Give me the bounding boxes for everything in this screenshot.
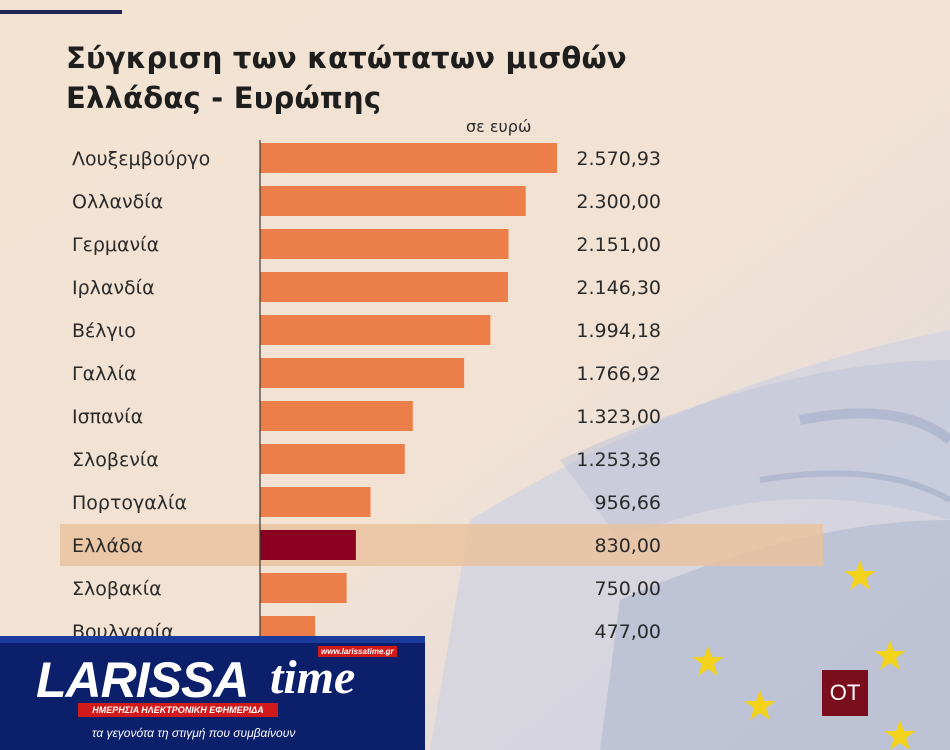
bar bbox=[260, 444, 405, 474]
category-label: Ελλάδα bbox=[72, 535, 143, 557]
banner-url: www.larissatime.gr bbox=[318, 646, 397, 657]
bar bbox=[260, 143, 557, 173]
bar bbox=[260, 401, 413, 431]
banner-slogan: τα γεγονότα τη στιγμή που συμβαίνουν bbox=[92, 726, 296, 740]
value-label: 477,00 bbox=[595, 621, 661, 643]
larissatime-banner: LARISSA time www.larissatime.gr ΗΜΕΡΗΣΙΑ… bbox=[0, 636, 425, 750]
value-label: 2.300,00 bbox=[576, 191, 661, 213]
category-label: Λουξεμβούργο bbox=[72, 148, 210, 170]
banner-top-stripe bbox=[0, 636, 425, 643]
ot-logo-badge: ΟΤ bbox=[822, 670, 868, 716]
bar bbox=[260, 530, 356, 560]
category-label: Ισπανία bbox=[72, 406, 143, 428]
value-label: 1.994,18 bbox=[576, 320, 661, 342]
category-label: Σλοβακία bbox=[72, 578, 162, 600]
value-label: 830,00 bbox=[595, 535, 661, 557]
chart-title: Σύγκριση των κατώτατων μισθών Ελλάδας - … bbox=[66, 38, 766, 118]
logo-larissa: LARISSA bbox=[36, 652, 249, 708]
top-accent-line bbox=[0, 10, 122, 14]
logo-time: time bbox=[270, 651, 356, 704]
value-label: 2.146,30 bbox=[576, 277, 661, 299]
category-label: Ιρλανδία bbox=[72, 277, 155, 299]
eu-stars bbox=[692, 560, 916, 750]
category-label: Γερμανία bbox=[72, 234, 159, 256]
category-label: Γαλλία bbox=[72, 363, 137, 385]
bar bbox=[260, 487, 371, 517]
bar bbox=[260, 272, 508, 302]
category-label: Πορτογαλία bbox=[72, 492, 187, 514]
highlight-row-band bbox=[60, 524, 823, 566]
value-label: 1.323,00 bbox=[576, 406, 661, 428]
value-label: 956,66 bbox=[595, 492, 661, 514]
banner-tagline: ΗΜΕΡΗΣΙΑ ΗΛΕΚΤΡΟΝΙΚΗ ΕΦΗΜΕΡΙΔΑ bbox=[78, 703, 278, 717]
value-label: 1.766,92 bbox=[576, 363, 661, 385]
category-label: Ολλανδία bbox=[72, 191, 163, 213]
bar bbox=[260, 186, 526, 216]
bar bbox=[260, 358, 465, 388]
unit-label: σε ευρώ bbox=[466, 117, 532, 136]
category-label: Βέλγιο bbox=[72, 320, 136, 342]
chart-title-line-1: Σύγκριση των κατώτατων μισθών bbox=[66, 41, 627, 75]
value-label: 750,00 bbox=[595, 578, 661, 600]
bar bbox=[260, 573, 347, 603]
bar bbox=[260, 229, 509, 259]
value-label: 2.570,93 bbox=[576, 148, 661, 170]
bar bbox=[260, 315, 491, 345]
value-label: 2.151,00 bbox=[576, 234, 661, 256]
chart-title-line-2: Ελλάδας - Ευρώπης bbox=[66, 81, 382, 115]
value-label: 1.253,36 bbox=[576, 449, 661, 471]
category-label: Σλοβενία bbox=[72, 449, 159, 471]
